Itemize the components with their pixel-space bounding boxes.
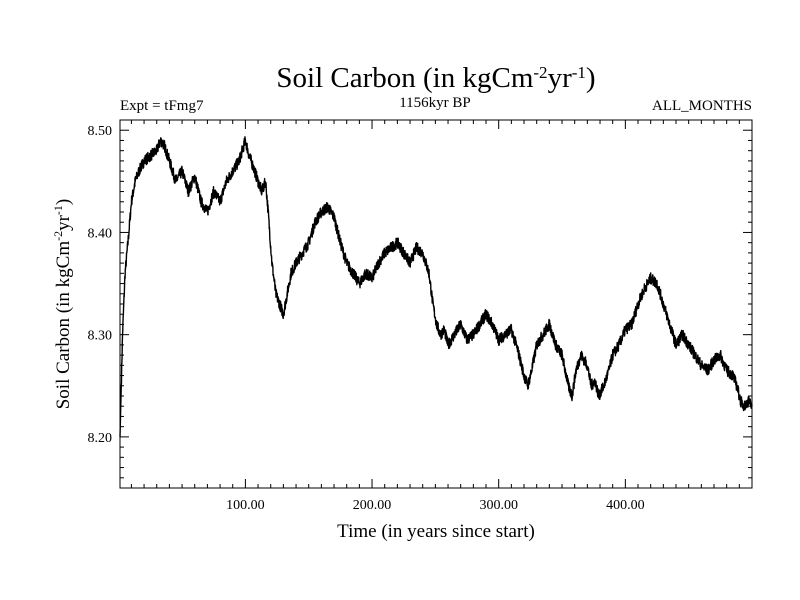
plot-frame <box>119 119 753 489</box>
y-tick-label: 8.30 <box>88 329 113 344</box>
y-tick-label: 8.20 <box>88 431 113 446</box>
chart-title: Soil Carbon (in kgCm-2yr-1) <box>276 62 595 94</box>
ylabel-end: ) <box>53 199 74 205</box>
x-tick-label: 200.00 <box>353 498 392 513</box>
title-unit: yr <box>548 62 573 94</box>
x-tick-label: 100.00 <box>226 498 265 513</box>
months-label: ALL_MONTHS <box>652 98 752 114</box>
ylabel-main: Soil Carbon (in kgCm <box>53 241 74 410</box>
y-tick-label: 8.40 <box>88 226 113 241</box>
title-end: ) <box>586 62 596 94</box>
period-label: 1156kyr BP <box>399 95 471 111</box>
x-tick-label: 400.00 <box>606 498 645 513</box>
y-tick-label: 8.50 <box>88 124 113 139</box>
series-line <box>119 136 753 437</box>
ylabel-unit: yr <box>53 214 74 231</box>
title-sup-2: -1 <box>572 63 586 82</box>
series-layer <box>119 136 753 437</box>
y-axis-title: Soil Carbon (in kgCm-2yr-1) <box>51 199 74 410</box>
x-axis-title: Time (in years since start) <box>337 521 535 542</box>
ylabel-sup-2: -1 <box>51 205 65 215</box>
title-main: Soil Carbon (in kgCm <box>276 62 533 94</box>
axis-ticks <box>120 119 753 489</box>
tick-labels: 100.00 200.00 300.00 400.00 8.20 8.30 8.40 8.50 <box>88 124 645 513</box>
experiment-label: Expt = tFmg7 <box>120 98 204 114</box>
ylabel-sup-1: -2 <box>51 231 65 241</box>
x-tick-label: 300.00 <box>479 498 518 513</box>
title-sup-1: -2 <box>533 63 547 82</box>
